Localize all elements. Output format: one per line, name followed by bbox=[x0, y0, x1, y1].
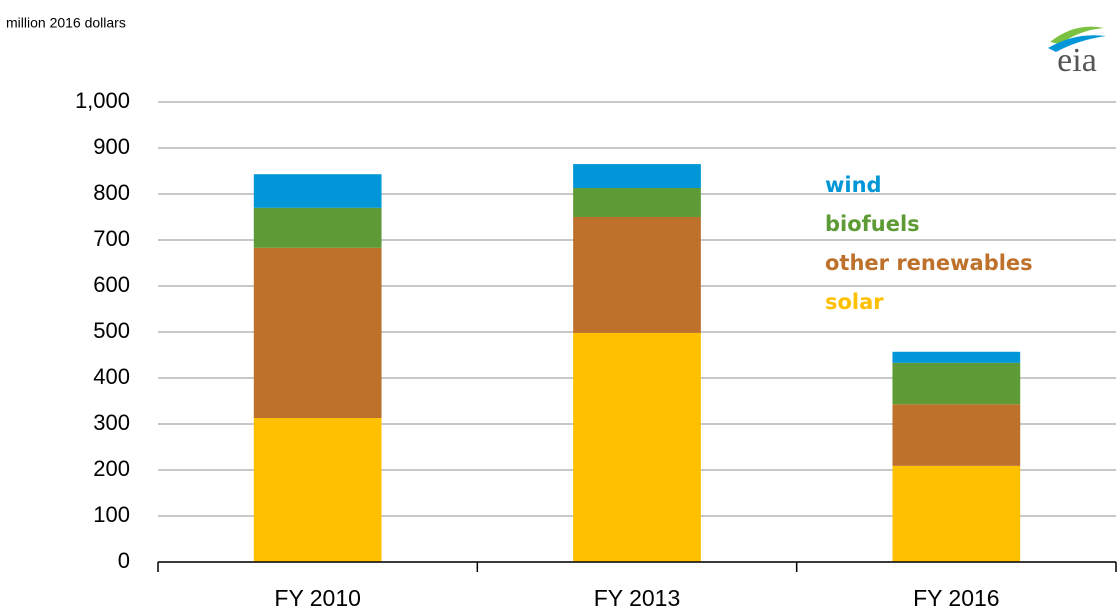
bar-segment bbox=[573, 332, 701, 562]
legend-entry: wind bbox=[825, 173, 882, 197]
bar-segment bbox=[253, 247, 382, 419]
legend-entry: solar bbox=[825, 290, 884, 314]
y-tick-label: 400 bbox=[93, 364, 130, 389]
bar-segment bbox=[573, 188, 701, 217]
bar-segment bbox=[573, 217, 701, 333]
bar-segment bbox=[892, 351, 1021, 363]
x-tick-label: FY 2010 bbox=[274, 585, 361, 611]
bar-segment bbox=[892, 465, 1021, 562]
logo: eia bbox=[1057, 42, 1097, 79]
y-tick-label: 600 bbox=[93, 272, 130, 297]
plot: 0 100 200 300 400 500 600 700 800 900 1,000 FY 2010… bbox=[75, 88, 1117, 611]
y-tick-label: 900 bbox=[93, 134, 130, 159]
bar-segment bbox=[892, 404, 1021, 466]
legend-entry: biofuels bbox=[825, 212, 920, 236]
legend-entry: other renewables bbox=[825, 251, 1033, 275]
bar-segment bbox=[253, 174, 382, 208]
y-tick-label: 800 bbox=[93, 180, 130, 205]
bar-segment bbox=[573, 164, 701, 189]
bar-segment bbox=[253, 418, 382, 562]
y-tick-label: 300 bbox=[93, 410, 130, 435]
logo-swoosh bbox=[1048, 35, 1106, 52]
bar-segment bbox=[892, 362, 1021, 405]
y-tick-label: 1,000 bbox=[75, 88, 130, 113]
y-tick-label: 700 bbox=[93, 226, 130, 251]
x-tick-label: FY 2013 bbox=[594, 585, 681, 611]
logo-swoosh bbox=[1050, 26, 1104, 44]
y-tick-label: 200 bbox=[93, 456, 130, 481]
subtitle: million 2016 dollars bbox=[6, 15, 126, 31]
y-tick-label: 100 bbox=[93, 502, 130, 527]
y-tick-label: 0 bbox=[118, 548, 130, 573]
y-tick-label: 500 bbox=[93, 318, 130, 343]
bar-segment bbox=[253, 207, 382, 248]
x-tick-label: FY 2016 bbox=[913, 585, 1000, 611]
